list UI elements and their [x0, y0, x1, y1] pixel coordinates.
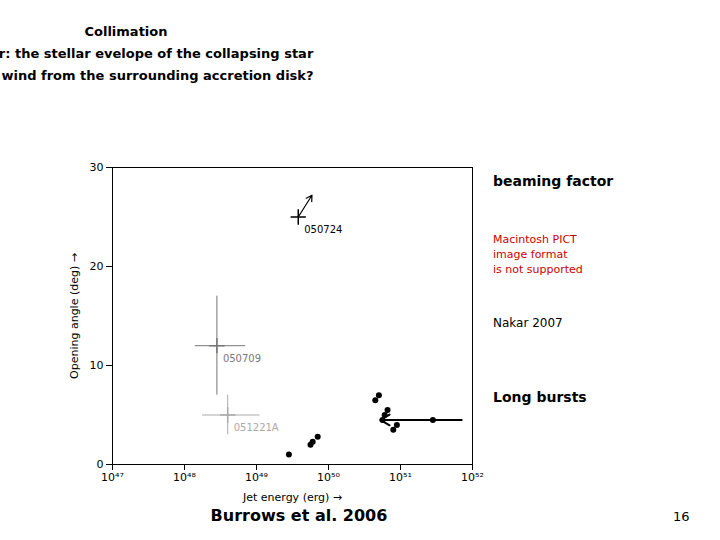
svg-text:Burrows et al. 2006: Burrows et al. 2006	[211, 506, 388, 525]
svg-text:Opening angle (deg) →: Opening angle (deg) →	[68, 253, 81, 379]
svg-text:Jet energy (erg) →: Jet energy (erg) →	[242, 491, 342, 504]
svg-text:10⁵¹: 10⁵¹	[389, 471, 412, 484]
svg-text:10⁴⁹: 10⁴⁹	[245, 471, 268, 484]
svg-text:beaming factor: beaming factor	[493, 173, 613, 189]
svg-text:16: 16	[673, 509, 690, 524]
svg-text:10⁴⁷: 10⁴⁷	[101, 471, 124, 484]
svg-text:051221A: 051221A	[234, 422, 279, 433]
svg-text:Nakar 2007: Nakar 2007	[493, 316, 563, 330]
svg-text:Long bursts: Long bursts	[493, 389, 587, 405]
svg-text:collapsar: the stellar evelope: collapsar: the stellar evelope of the co…	[0, 46, 314, 61]
svg-text:10⁵⁰: 10⁵⁰	[317, 471, 340, 484]
svg-text:10⁴⁸: 10⁴⁸	[173, 471, 196, 484]
svg-text:20: 20	[90, 260, 104, 273]
svg-text:050724: 050724	[304, 224, 342, 235]
svg-text:050709: 050709	[223, 353, 261, 364]
svg-text:0: 0	[97, 458, 104, 471]
svg-text:merger: wind from the surround: merger: wind from the surrounding accret…	[0, 68, 314, 83]
svg-text:10⁵²: 10⁵²	[461, 471, 484, 484]
svg-text:30: 30	[90, 161, 104, 174]
svg-text:Collimation: Collimation	[84, 24, 167, 39]
svg-text:Macintosh PICTimage formatis n: Macintosh PICTimage formatis not support…	[493, 233, 583, 276]
svg-text:10: 10	[90, 359, 104, 372]
